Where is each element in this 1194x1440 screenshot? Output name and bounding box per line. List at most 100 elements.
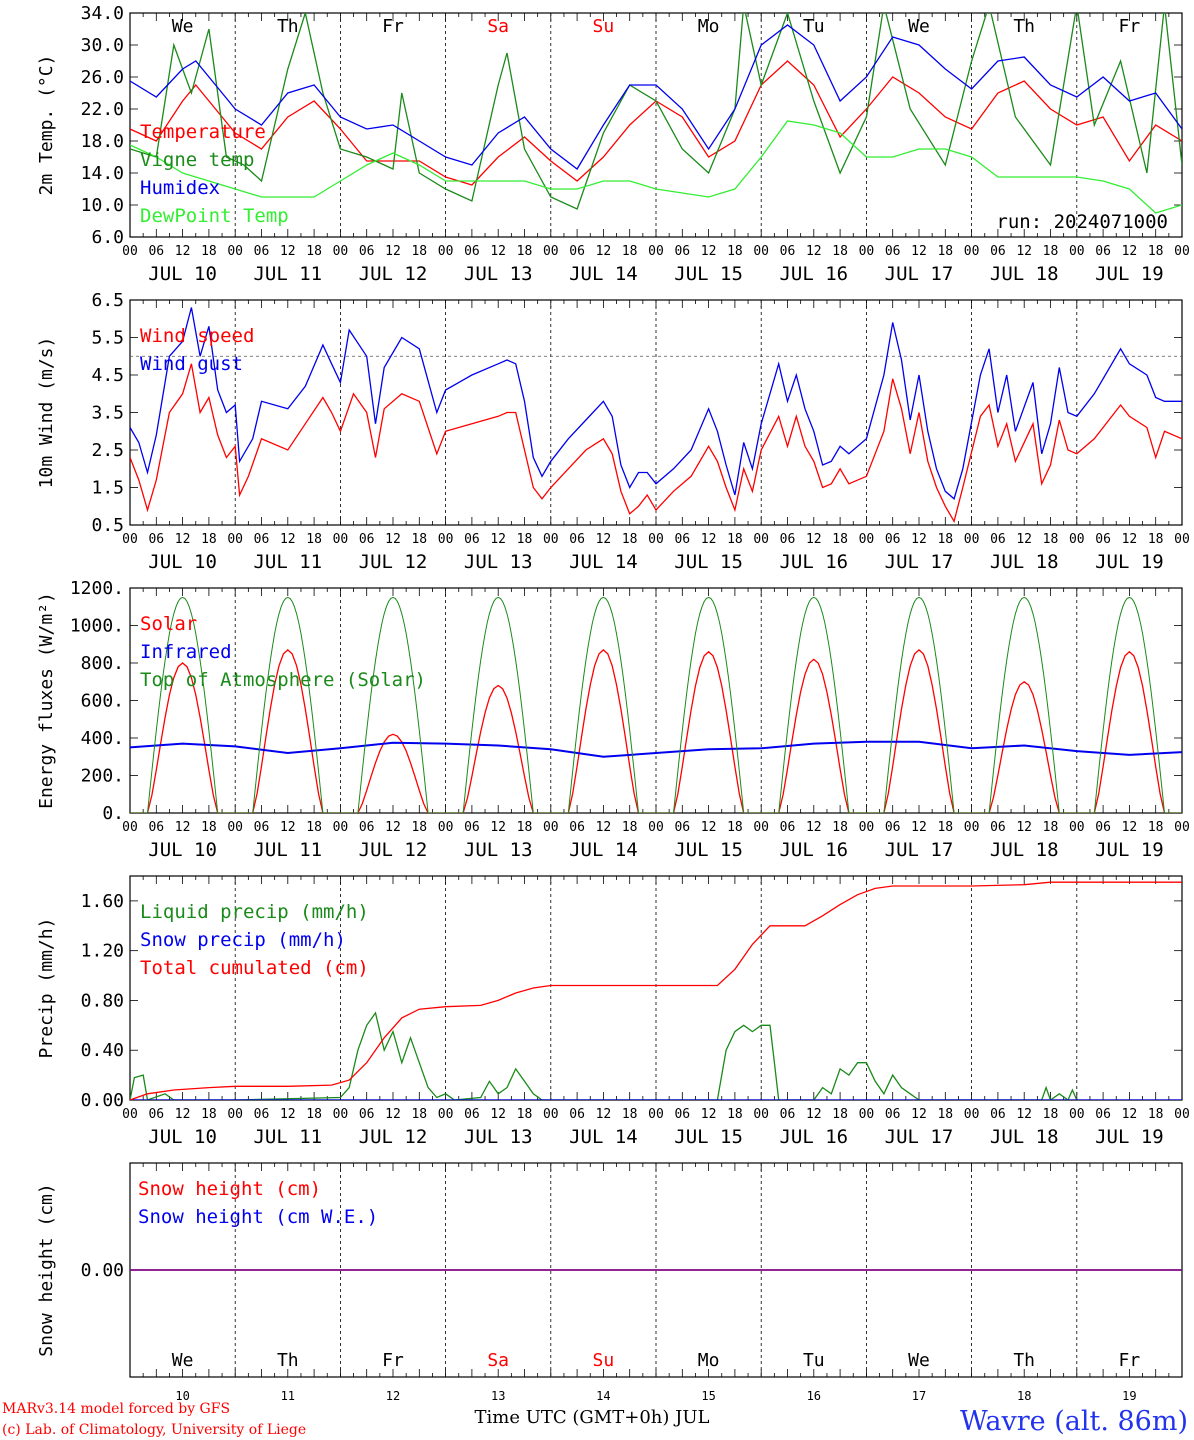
y-tick-label: 0.80	[81, 990, 124, 1011]
x-hour-label: 18	[1043, 820, 1059, 835]
day-number-label: 16	[807, 1389, 821, 1403]
x-hour-label: 18	[517, 1107, 533, 1122]
x-hour-label: 00	[1174, 244, 1190, 259]
x-hour-label: 00	[438, 532, 454, 547]
legend-entry: Wind speed	[140, 325, 254, 347]
legend-entry: Snow height (cm W.E.)	[138, 1206, 378, 1228]
weekday-label-bottom: Tu	[803, 1350, 825, 1371]
series-temperature	[130, 60, 1182, 186]
series-group	[130, 307, 1182, 523]
x-hour-label: 06	[885, 1107, 901, 1122]
y-axis-label: Snow height (cm)	[36, 1183, 57, 1356]
x-hour-label: 00	[648, 1107, 664, 1122]
x-hour-label: 00	[1174, 820, 1190, 835]
x-hour-label: 12	[385, 820, 401, 835]
x-hour-label: 00	[859, 532, 875, 547]
x-hour-label: 18	[622, 532, 638, 547]
x-hour-label: 18	[832, 244, 848, 259]
x-hour-label: 00	[648, 532, 664, 547]
x-date-label: JUL 18	[990, 839, 1059, 861]
x-hour-label: 00	[648, 244, 664, 259]
x-hour-label: 00	[1069, 820, 1085, 835]
y-axis-label: Energy fluxes (W/m²)	[36, 592, 57, 809]
legend-entry: Top of Atmosphere (Solar)	[140, 669, 426, 691]
x-hour-label: 00	[122, 244, 138, 259]
model-credit: MARv3.14 model forced by GFS	[2, 1401, 230, 1417]
weekday-label-top: Fr	[1119, 16, 1141, 37]
series-group	[130, 881, 1182, 1100]
x-hour-label: 18	[727, 532, 743, 547]
x-hour-label: 06	[359, 820, 375, 835]
x-hour-label: 12	[175, 244, 191, 259]
panel-wind: 0.5 1.5 2.5 3.5 4.5 5.5 6.5 10m Wind (m/s) 00 06 1…	[36, 290, 1190, 573]
x-hour-label: 06	[254, 820, 270, 835]
x-date-label: JUL 10	[148, 551, 217, 573]
weekday-label-bottom: Fr	[382, 1350, 404, 1371]
legend-entry: Vigne temp	[140, 149, 254, 171]
x-hour-label: 06	[1095, 820, 1111, 835]
x-date-label: JUL 15	[674, 1126, 743, 1148]
panel-frame	[129, 587, 1183, 814]
y-tick-label: 200.	[81, 766, 124, 787]
x-hour-label: 12	[385, 532, 401, 547]
x-hour-label: 12	[701, 820, 717, 835]
legend-entry: Snow precip (mm/h)	[140, 929, 346, 951]
x-hour-label: 18	[411, 244, 427, 259]
x-hour-label: 12	[596, 1107, 612, 1122]
x-date-label: JUL 11	[253, 839, 322, 861]
x-date-label: JUL 17	[885, 551, 954, 573]
x-hour-label: 00	[753, 1107, 769, 1122]
legend-entry: Total cumulated (cm)	[140, 957, 369, 979]
x-date-label: JUL 15	[674, 263, 743, 285]
x-hour-label: 06	[674, 1107, 690, 1122]
y-tick-label: 0.00	[81, 1260, 124, 1281]
weekday-label-bottom: We	[908, 1350, 930, 1371]
x-date-label: JUL 17	[885, 263, 954, 285]
x-hour-label: 06	[148, 532, 164, 547]
x-hour-label: 18	[201, 532, 217, 547]
x-hour-label: 06	[990, 532, 1006, 547]
x-hour-label: 18	[937, 532, 953, 547]
x-hour-label: 06	[359, 244, 375, 259]
weekday-label-bottom: Su	[593, 1350, 615, 1371]
series-dewpoint-temp	[130, 120, 1182, 214]
x-hour-label: 06	[674, 820, 690, 835]
x-hour-label: 06	[990, 1107, 1006, 1122]
x-hour-label: 06	[780, 244, 796, 259]
legend-entry: Snow height (cm)	[138, 1178, 321, 1200]
x-hour-label: 18	[201, 1107, 217, 1122]
x-date-label: JUL 14	[569, 839, 638, 861]
y-axis-label: Precip (mm/h)	[36, 918, 57, 1059]
x-hour-label: 12	[175, 820, 191, 835]
x-hour-label: 06	[148, 244, 164, 259]
x-hour-label: 06	[1095, 532, 1111, 547]
x-hour-label: 00	[333, 1107, 349, 1122]
x-hour-label: 06	[464, 820, 480, 835]
x-hour-label: 12	[596, 532, 612, 547]
day-number-label: 12	[386, 1389, 400, 1403]
x-date-label: JUL 11	[253, 1126, 322, 1148]
x-hour-label: 12	[1016, 820, 1032, 835]
x-date-label: JUL 13	[464, 263, 533, 285]
x-hour-label: 06	[359, 532, 375, 547]
x-date-label: JUL 16	[779, 1126, 848, 1148]
legend-entry: Infrared	[140, 641, 232, 663]
x-hour-label: 12	[1122, 820, 1138, 835]
y-tick-label: 1.20	[81, 941, 124, 962]
x-hour-label: 00	[333, 244, 349, 259]
panel-frame	[129, 12, 1183, 238]
x-hour-label: 18	[517, 244, 533, 259]
legend-entry: Solar	[140, 613, 197, 635]
y-axis-label: 10m Wind (m/s)	[36, 337, 57, 489]
x-date-label: JUL 15	[674, 839, 743, 861]
x-hour-label: 12	[1016, 532, 1032, 547]
series-solar	[130, 649, 1182, 813]
y-tick-label: 1000.	[70, 616, 124, 637]
x-hour-label: 18	[937, 244, 953, 259]
x-hour-label: 12	[280, 532, 296, 547]
x-hour-label: 06	[674, 532, 690, 547]
x-hour-label: 06	[464, 1107, 480, 1122]
legend-entry: Temperature	[140, 121, 266, 143]
x-hour-label: 06	[1095, 244, 1111, 259]
